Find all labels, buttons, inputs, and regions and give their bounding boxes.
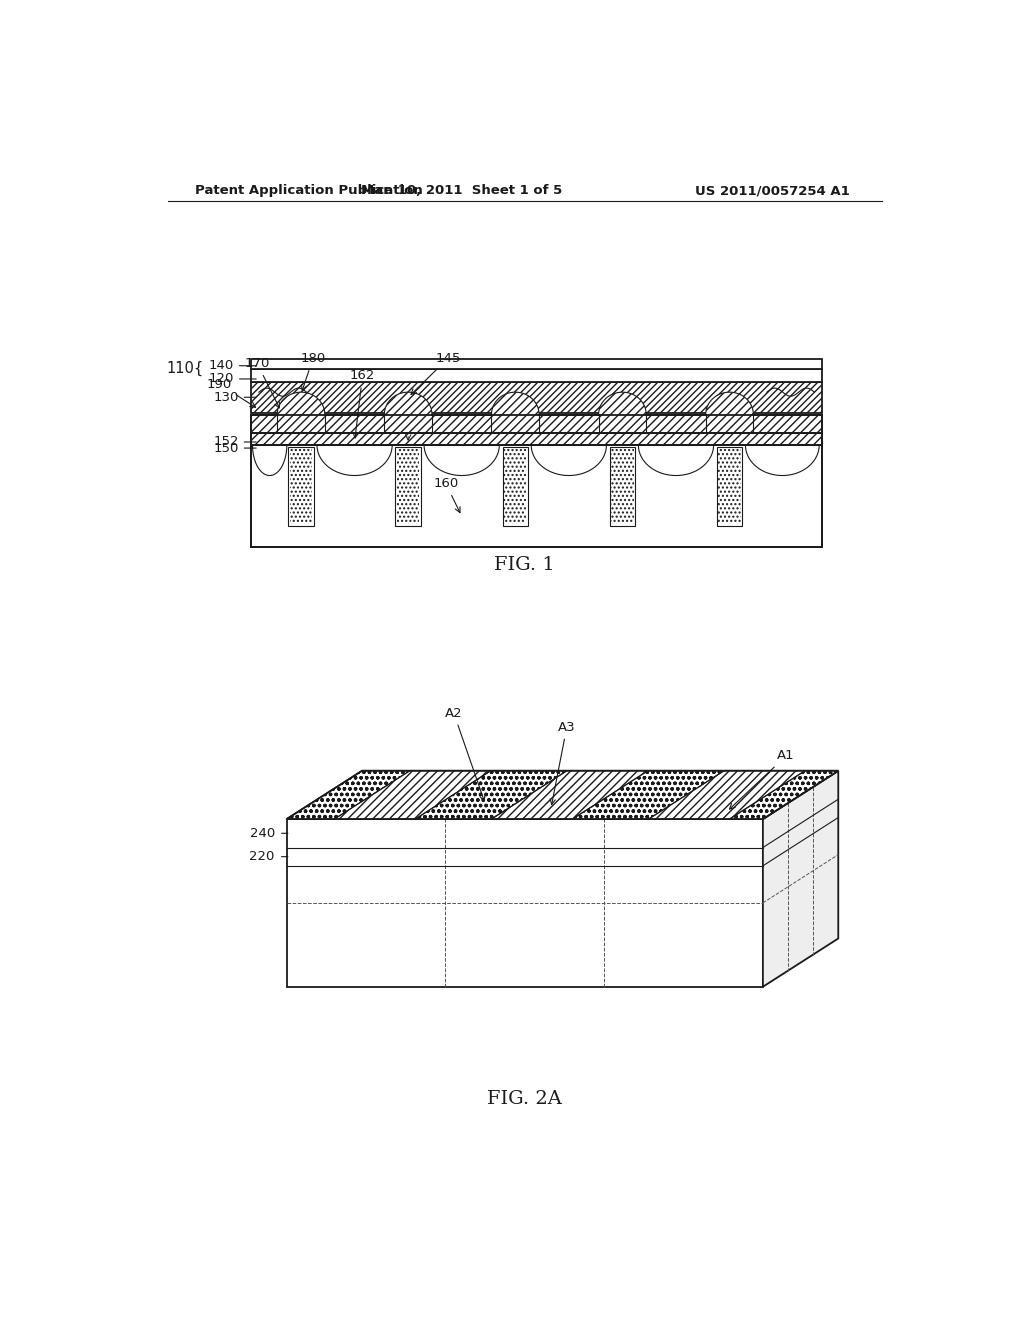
Bar [251, 381, 822, 412]
Text: 120: 120 [208, 372, 233, 385]
Bar [251, 433, 822, 445]
Polygon shape [287, 818, 763, 987]
Polygon shape [492, 771, 648, 818]
Bar [251, 414, 822, 433]
Polygon shape [384, 392, 432, 433]
Polygon shape [729, 771, 839, 818]
Text: A1: A1 [729, 750, 795, 809]
Text: 152: 152 [214, 436, 240, 449]
Text: Mar. 10, 2011  Sheet 1 of 5: Mar. 10, 2011 Sheet 1 of 5 [360, 185, 562, 198]
Polygon shape [287, 771, 410, 818]
Text: 180: 180 [300, 352, 326, 391]
Polygon shape [572, 771, 724, 818]
Text: A3: A3 [550, 721, 575, 804]
Polygon shape [648, 771, 805, 818]
Bar [251, 445, 822, 546]
Bar [611, 449, 634, 524]
Bar [503, 447, 528, 527]
Text: 140: 140 [208, 359, 233, 372]
Text: FIG. 1: FIG. 1 [495, 556, 555, 574]
Text: 130: 130 [214, 391, 240, 404]
Bar [397, 449, 419, 524]
Text: 110{: 110{ [166, 362, 204, 376]
Text: 220: 220 [250, 850, 274, 863]
Text: Patent Application Publication: Patent Application Publication [196, 185, 423, 198]
Text: 170: 170 [245, 358, 280, 408]
Polygon shape [334, 771, 490, 818]
Polygon shape [278, 392, 325, 433]
Text: 145: 145 [411, 352, 461, 395]
Bar [609, 447, 635, 527]
Text: A2: A2 [445, 706, 485, 801]
Text: US 2011/0057254 A1: US 2011/0057254 A1 [695, 185, 850, 198]
Bar [719, 449, 740, 524]
Polygon shape [416, 771, 567, 818]
Text: 240: 240 [250, 826, 274, 840]
Bar [251, 433, 822, 445]
Bar [251, 368, 822, 381]
Polygon shape [492, 392, 539, 433]
Polygon shape [287, 771, 839, 818]
Polygon shape [763, 771, 839, 987]
Bar [290, 449, 312, 524]
Bar [717, 447, 742, 527]
Text: 160: 160 [433, 477, 460, 512]
Text: FIG. 2A: FIG. 2A [487, 1089, 562, 1107]
Bar [251, 414, 822, 546]
Text: 150: 150 [214, 442, 240, 454]
Bar [395, 447, 421, 527]
Bar [251, 414, 822, 433]
Bar [251, 433, 822, 445]
Polygon shape [706, 392, 754, 433]
Bar [251, 381, 822, 412]
Text: 162: 162 [350, 370, 375, 438]
Bar [289, 447, 313, 527]
Bar [251, 359, 822, 368]
Bar [504, 449, 526, 524]
Polygon shape [599, 392, 646, 433]
Text: 190: 190 [207, 378, 256, 408]
